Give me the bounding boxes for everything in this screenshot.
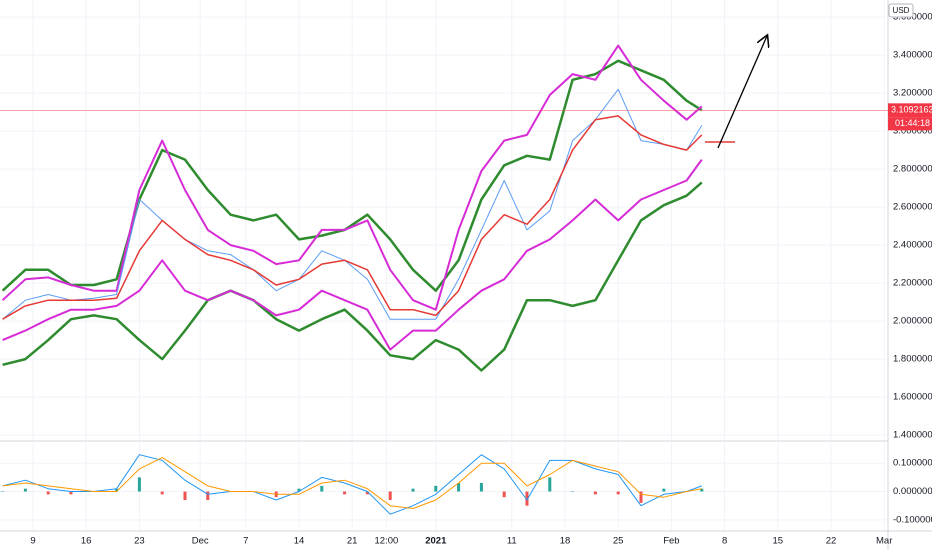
histogram-bar <box>137 477 141 492</box>
x-tick-label: 18 <box>560 536 571 547</box>
y-tick-label: 3.40000000 <box>893 50 932 61</box>
x-tick-label: 11 <box>507 536 517 547</box>
histogram-bar <box>593 491 597 495</box>
histogram-bar <box>616 491 620 495</box>
x-tick-label: 7 <box>243 536 248 547</box>
indicator-line <box>2 115 703 320</box>
indicator-line <box>2 457 702 509</box>
x-tick-label: 8 <box>722 536 727 547</box>
x-tick-label: Mar <box>876 536 892 547</box>
y-tick-label: 0.10000000 <box>893 458 932 469</box>
y-tick-label: -0.10000000 <box>893 514 932 525</box>
x-tick-label: Feb <box>663 536 679 547</box>
y-tick-label: 2.80000000 <box>893 164 932 175</box>
indicator-line <box>1 44 703 311</box>
x-tick-label: 9 <box>30 536 35 547</box>
y-tick-label: 1.40000000 <box>893 430 932 441</box>
histogram-bar <box>343 491 347 495</box>
y-tick-label: 3.20000000 <box>893 88 932 99</box>
histogram-bar <box>571 491 575 493</box>
x-tick-label: 15 <box>773 536 784 547</box>
countdown-label: 01:44:18 <box>895 118 930 128</box>
histogram-bar <box>479 483 483 492</box>
x-tick-label: 21 <box>347 536 358 547</box>
x-tick-label: 12:00 <box>375 536 399 547</box>
histogram-bar <box>23 488 27 492</box>
last-price-label: 3.10921634 <box>891 105 932 115</box>
plot <box>0 44 888 515</box>
histogram-bar <box>662 488 666 492</box>
histogram-bar <box>388 491 392 501</box>
histogram-bar <box>411 488 415 492</box>
indicator-line <box>2 454 702 515</box>
histogram-bar <box>69 491 73 495</box>
y-tick-label: 2.40000000 <box>893 240 932 251</box>
histogram-bar <box>183 491 187 501</box>
currency: USD <box>893 6 910 15</box>
histogram-bar <box>206 491 210 501</box>
histogram-bar <box>525 491 529 506</box>
y-tick-label: 2.00000000 <box>893 316 932 327</box>
histogram-bar <box>548 477 552 492</box>
x-tick-label: 23 <box>134 536 145 547</box>
axis: 9 16 23 Dec 7 14 21 12:00 2021 11 18 25 Feb 8 15 22 Mar 1… <box>30 12 932 547</box>
histogram-bar <box>457 483 461 492</box>
histogram-bar <box>297 488 301 492</box>
y-tick-label: 1.60000000 <box>893 392 932 403</box>
histogram-bar <box>434 485 438 492</box>
histogram-bar <box>160 491 164 495</box>
grid <box>0 0 888 530</box>
indicator-line <box>2 88 703 320</box>
y-tick-label: 2.60000000 <box>893 202 932 213</box>
histogram-bar <box>700 488 704 492</box>
histogram-bar <box>639 491 643 503</box>
indicator-line <box>2 181 703 372</box>
arrow-annotation <box>717 36 767 149</box>
x-tick-label: 25 <box>613 536 624 547</box>
histogram-bar <box>1 491 5 493</box>
last-price-box <box>888 103 932 118</box>
x-tick-label: 14 <box>294 536 305 547</box>
y-tick-label: 0.00000000 <box>893 486 932 497</box>
y-tick-label: 3.00000000 <box>893 126 932 137</box>
currency-box <box>888 3 914 18</box>
x-tick-label: 2021 <box>425 536 447 547</box>
indicator-line <box>1 59 703 292</box>
histogram-bar <box>365 491 369 495</box>
y-tick-label: 1.80000000 <box>893 354 932 365</box>
countdown-box <box>888 117 932 131</box>
histogram-bar <box>502 491 506 498</box>
x-tick-label: Dec <box>192 536 209 547</box>
x-tick-label: 22 <box>826 536 837 547</box>
histogram-bar <box>320 485 324 492</box>
y-tick-label: 2.20000000 <box>893 278 932 289</box>
histogram-bar <box>115 488 119 492</box>
indicator-line <box>2 159 703 351</box>
histogram-bar <box>46 491 50 495</box>
x-tick-label: 16 <box>81 536 92 547</box>
